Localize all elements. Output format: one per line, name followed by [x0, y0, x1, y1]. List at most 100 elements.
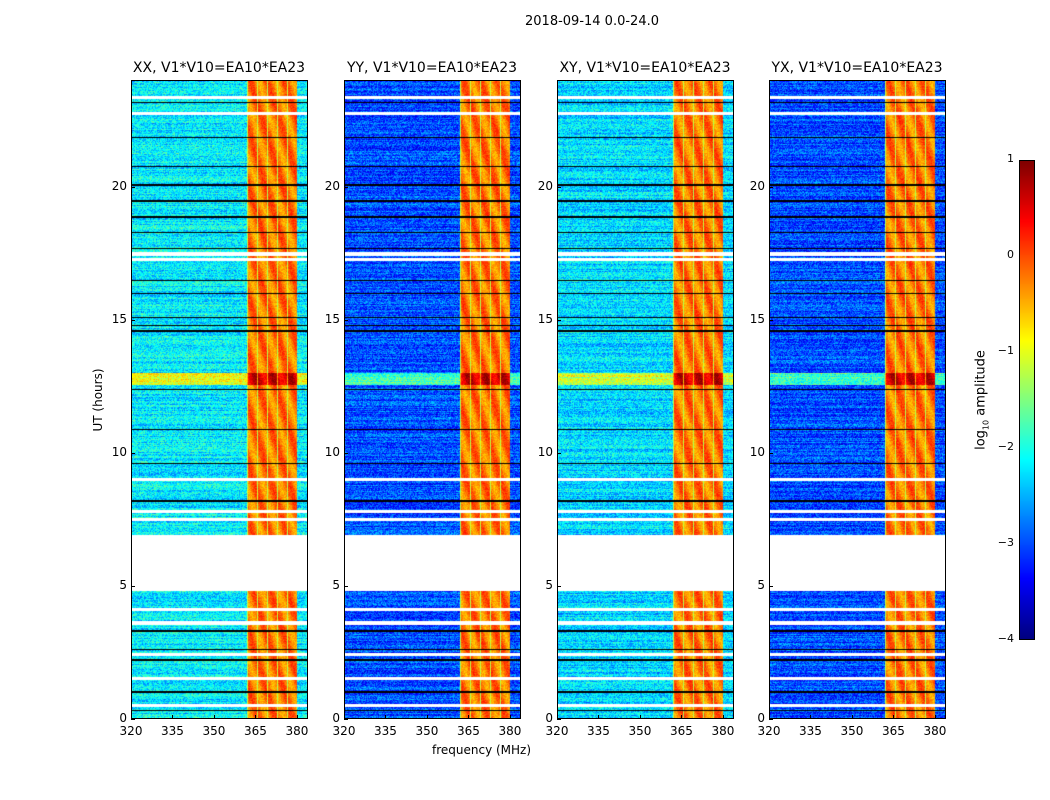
- x-tick: [509, 715, 511, 719]
- x-tick-label: 350: [415, 724, 439, 738]
- x-tick: [769, 715, 770, 719]
- y-tick: [131, 585, 135, 587]
- colorbar-label-main: log: [973, 430, 989, 450]
- x-tick-label: 335: [374, 724, 397, 738]
- y-tick-label: 0: [119, 711, 127, 725]
- y-tick: [344, 319, 348, 321]
- x-tick: [213, 715, 215, 719]
- y-tick: [131, 186, 135, 188]
- y-tick-label: 15: [749, 311, 765, 326]
- spectrogram-panel: [557, 80, 734, 719]
- colorbar-tick-label: 0: [1007, 248, 1014, 261]
- x-tick-label: 335: [587, 724, 610, 738]
- colorbar-tick-label: −2: [997, 440, 1014, 453]
- x-tick-label: 365: [882, 724, 905, 738]
- figure-title: 2018-09-14 0.0-24.0: [525, 14, 659, 29]
- x-tick: [893, 715, 895, 719]
- x-tick: [426, 715, 428, 719]
- y-tick: [131, 452, 135, 454]
- y-tick-label: 20: [111, 178, 127, 193]
- colorbar-tick-label: −3: [997, 536, 1014, 549]
- spectrogram-image: [770, 81, 945, 718]
- y-tick-label: 10: [537, 444, 553, 459]
- y-tick-label: 10: [324, 444, 340, 459]
- colorbar-label: log10 amplitude: [974, 350, 991, 450]
- y-tick: [769, 452, 773, 454]
- spectrogram-image: [345, 81, 520, 718]
- colorbar: [1019, 160, 1035, 640]
- y-tick: [769, 319, 773, 321]
- colorbar-label-subscript: 10: [981, 419, 991, 431]
- x-tick: [722, 715, 724, 719]
- x-tick: [810, 715, 812, 719]
- colorbar-label-rest: amplitude: [973, 350, 989, 420]
- x-tick: [851, 715, 853, 719]
- panel-title: XY, V1*V10=EA10*EA23: [559, 60, 731, 76]
- colorbar-tick-label: −1: [997, 344, 1014, 357]
- x-tick: [468, 715, 470, 719]
- y-tick-label: 20: [749, 178, 765, 193]
- y-tick-label: 10: [749, 444, 765, 459]
- x-tick: [344, 715, 345, 719]
- x-tick-label: 350: [628, 724, 652, 738]
- x-tick: [131, 715, 132, 719]
- x-tick-label: 320: [332, 724, 356, 738]
- x-tick: [681, 715, 683, 719]
- x-tick-label: 350: [202, 724, 226, 738]
- y-tick: [557, 452, 561, 454]
- x-tick: [385, 715, 387, 719]
- y-tick: [344, 452, 348, 454]
- y-tick-label: 20: [537, 178, 553, 193]
- y-tick: [131, 319, 135, 321]
- panel-title: XX, V1*V10=EA10*EA23: [132, 60, 306, 76]
- y-tick-label: 0: [332, 711, 340, 725]
- x-tick: [296, 715, 298, 719]
- y-tick: [769, 585, 773, 587]
- x-tick-label: 380: [285, 724, 309, 738]
- y-tick: [344, 186, 348, 188]
- y-tick: [557, 186, 561, 188]
- spectrogram-image: [132, 81, 307, 718]
- x-tick-label: 380: [711, 724, 735, 738]
- x-tick: [598, 715, 600, 719]
- y-tick: [131, 719, 135, 720]
- y-tick: [769, 719, 773, 720]
- spectrogram-image: [558, 81, 733, 718]
- y-tick: [557, 719, 561, 720]
- x-tick: [255, 715, 257, 719]
- x-tick-label: 380: [498, 724, 522, 738]
- y-tick-label: 15: [537, 311, 553, 326]
- y-tick-label: 0: [757, 711, 765, 725]
- y-tick: [344, 585, 348, 587]
- colorbar-tick-label: −4: [997, 632, 1014, 645]
- x-tick-label: 335: [799, 724, 822, 738]
- y-tick: [344, 719, 348, 720]
- x-tick-label: 365: [244, 724, 267, 738]
- x-tick: [639, 715, 641, 719]
- x-tick-label: 365: [457, 724, 480, 738]
- y-tick-label: 15: [111, 311, 127, 326]
- x-tick-label: 320: [545, 724, 569, 738]
- x-tick: [172, 715, 174, 719]
- y-tick-label: 15: [324, 311, 340, 326]
- y-tick-label: 10: [111, 444, 127, 459]
- panel-title: YY, V1*V10=EA10*EA23: [346, 60, 518, 76]
- spectrogram-panel: [769, 80, 946, 719]
- x-tick-label: 365: [670, 724, 693, 738]
- y-tick: [557, 585, 561, 587]
- spectrogram-panel: [131, 80, 308, 719]
- y-tick-label: 20: [324, 178, 340, 193]
- panel-title: YX, V1*V10=EA10*EA23: [771, 60, 943, 76]
- x-tick: [934, 715, 936, 719]
- y-axis-label: UT (hours): [91, 368, 105, 432]
- x-tick-label: 380: [923, 724, 947, 738]
- x-tick-label: 320: [757, 724, 781, 738]
- x-tick-label: 335: [161, 724, 184, 738]
- y-tick-label: 5: [545, 577, 553, 592]
- y-tick: [557, 319, 561, 321]
- spectrogram-panel: [344, 80, 521, 719]
- y-tick: [769, 186, 773, 188]
- y-tick-label: 5: [332, 577, 340, 592]
- y-tick-label: 0: [545, 711, 553, 725]
